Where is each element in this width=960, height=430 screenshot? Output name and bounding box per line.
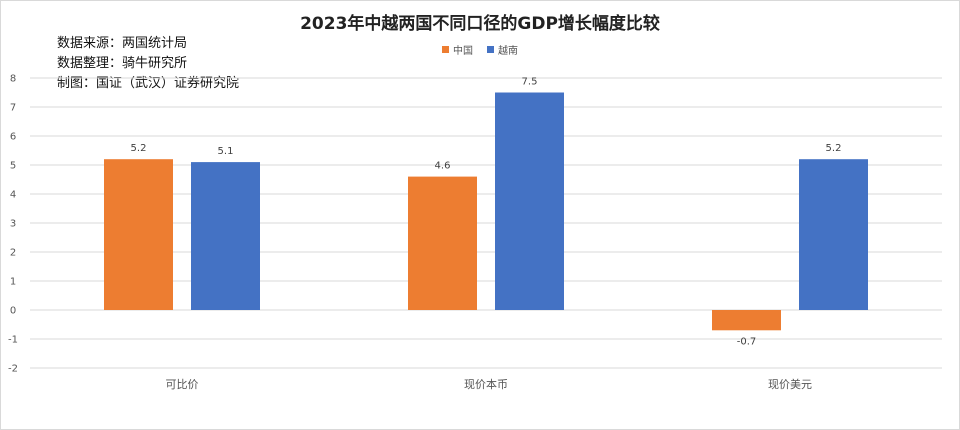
data-label: 5.2 <box>826 143 842 154</box>
legend-item-vietnam: 越南 <box>487 42 518 57</box>
y-tick-label: -2 <box>8 364 18 375</box>
legend-swatch-china <box>442 46 449 53</box>
bar <box>408 176 477 310</box>
legend-swatch-vietnam <box>487 46 494 53</box>
y-tick-label: 5 <box>10 161 16 172</box>
data-label: 4.6 <box>435 161 451 172</box>
bar <box>799 159 868 310</box>
note-chart-by: 制图：国证（武汉）证券研究院 <box>57 76 240 91</box>
y-tick-label: 0 <box>10 306 16 317</box>
note-compiled: 数据整理：骑牛研究所 <box>57 56 188 71</box>
legend-label-china: 中国 <box>453 46 473 57</box>
source-notes: 数据来源：两国统计局 数据整理：骑牛研究所 制图：国证（武汉）证券研究院 <box>57 34 239 94</box>
x-category-label: 现价美元 <box>768 378 812 391</box>
bar <box>712 310 781 331</box>
y-tick-label: 2 <box>10 248 16 259</box>
y-tick-label: 7 <box>10 103 16 114</box>
y-tick-label: 6 <box>10 132 16 143</box>
y-tick-label: -1 <box>8 335 18 346</box>
y-tick-label: 1 <box>10 277 16 288</box>
data-label: -0.7 <box>737 336 757 347</box>
bar <box>191 162 260 310</box>
y-tick-label: 4 <box>10 190 16 201</box>
bar <box>495 92 564 310</box>
y-tick-label: 3 <box>10 219 16 230</box>
data-label: 5.1 <box>218 146 234 157</box>
data-label: 5.2 <box>131 143 147 154</box>
x-category-label: 可比价 <box>166 378 199 391</box>
chart-title: 2023年中越两国不同口径的GDP增长幅度比较 <box>300 14 660 34</box>
y-tick-label: 8 <box>10 74 16 85</box>
note-source: 数据来源：两国统计局 <box>57 36 188 51</box>
legend: 中国 越南 <box>0 42 960 57</box>
legend-item-china: 中国 <box>442 42 473 57</box>
bar <box>104 159 173 310</box>
data-label: 7.5 <box>522 77 538 88</box>
x-category-label: 现价本币 <box>464 377 508 391</box>
legend-label-vietnam: 越南 <box>498 46 518 57</box>
